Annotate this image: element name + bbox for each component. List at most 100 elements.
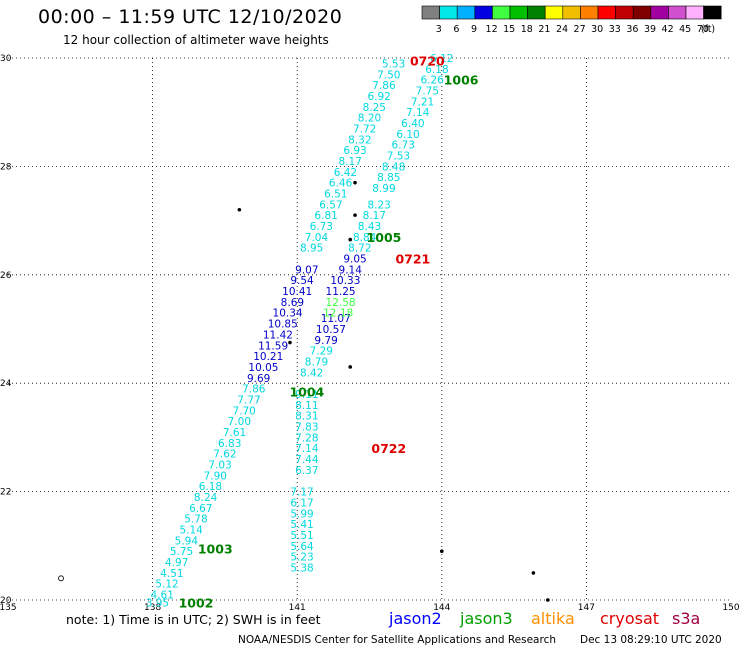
wave-height-label: 8.31 bbox=[295, 411, 318, 423]
wave-height-label: 9.07 bbox=[295, 264, 318, 276]
wave-height-label: 7.29 bbox=[310, 346, 333, 358]
wave-height-label: 8.99 bbox=[372, 183, 395, 195]
legend-swatch bbox=[421, 5, 440, 20]
wave-height-label: 8.42 bbox=[300, 367, 323, 379]
mission-label: jason3 bbox=[460, 609, 513, 628]
wave-height-label: 12.58 bbox=[326, 297, 356, 309]
legend-bin-label: 15 bbox=[503, 24, 515, 35]
wave-height-label: 7.75 bbox=[416, 86, 439, 98]
wave-height-label: 5.38 bbox=[290, 562, 313, 574]
island-markers bbox=[58, 180, 550, 602]
wave-height-label: 9.69 bbox=[247, 373, 270, 385]
y-tick-label: 26 bbox=[0, 271, 12, 281]
legend-swatch bbox=[597, 5, 616, 20]
wave-height-label: 8.23 bbox=[367, 199, 390, 211]
wave-height-label: 6.26 bbox=[420, 75, 444, 87]
wave-height-label: 6.81 bbox=[314, 210, 337, 222]
wave-height-label: 8.84 bbox=[353, 232, 377, 244]
island-dot bbox=[237, 207, 242, 212]
wave-height-label: 6.10 bbox=[396, 129, 419, 141]
legend-bin-label: 42 bbox=[662, 24, 674, 35]
y-tick-label: 20 bbox=[0, 596, 12, 606]
legend-swatch bbox=[650, 5, 669, 20]
time-marker: 0720 bbox=[410, 54, 445, 69]
chart-subtitle: 12 hour collection of altimeter wave hei… bbox=[63, 33, 329, 47]
wave-height-label: 5.14 bbox=[179, 525, 203, 537]
legend-swatch bbox=[544, 5, 564, 20]
wave-height-label: 8.69 bbox=[281, 297, 304, 309]
legend-swatch bbox=[509, 5, 528, 20]
wave-height-label: 10.05 bbox=[248, 362, 278, 374]
x-tick-label: 144 bbox=[433, 603, 450, 613]
wave-height-label: 6.73 bbox=[392, 140, 415, 152]
wave-height-label: 8.79 bbox=[305, 357, 328, 369]
legend-swatch bbox=[703, 5, 722, 20]
wave-height-label: 10.34 bbox=[273, 308, 303, 320]
island-dot bbox=[439, 549, 444, 554]
legend-swatch bbox=[456, 5, 476, 20]
legend-swatch bbox=[474, 5, 493, 20]
y-tick-label: 28 bbox=[0, 162, 12, 172]
x-tick-label: 138 bbox=[144, 603, 161, 613]
y-tick-label: 24 bbox=[0, 379, 12, 389]
legend-swatch bbox=[439, 5, 458, 20]
wave-height-label: 9.54 bbox=[290, 275, 314, 287]
wave-height-label: 6.93 bbox=[343, 145, 366, 157]
wave-height-label: 11.59 bbox=[258, 340, 288, 352]
legend-swatch bbox=[527, 5, 546, 20]
wave-height-label: 6.37 bbox=[295, 465, 318, 477]
wave-height-label: 5.41 bbox=[290, 519, 313, 531]
wave-height-label: 4.51 bbox=[160, 568, 183, 580]
wave-height-label: 10.41 bbox=[282, 286, 312, 298]
wave-height-label: 8.43 bbox=[358, 221, 381, 233]
chart-grid bbox=[8, 57, 731, 601]
wave-height-label: 8.17 bbox=[363, 210, 386, 222]
wave-height-label: 10.21 bbox=[253, 351, 283, 363]
wave-height-label: 7.77 bbox=[237, 394, 260, 406]
wave-height-label: 9.79 bbox=[314, 335, 337, 347]
y-tick-label: 22 bbox=[0, 488, 11, 498]
island-dot bbox=[288, 340, 292, 345]
wave-height-label: 8.11 bbox=[295, 400, 318, 412]
wave-height-label: 7.72 bbox=[353, 123, 376, 135]
wave-height-label: 6.83 bbox=[218, 438, 241, 450]
wave-height-label: 8.17 bbox=[339, 156, 362, 168]
wave-height-label: 6.51 bbox=[324, 189, 347, 201]
pressure-marker: 1002 bbox=[179, 596, 214, 611]
legend-bin-label: 27 bbox=[574, 24, 586, 35]
mission-label: altika bbox=[531, 609, 575, 628]
legend-bin-label: 3 bbox=[436, 24, 442, 35]
wave-height-label: 10.57 bbox=[316, 324, 346, 336]
wave-height-label: 9.14 bbox=[339, 264, 363, 276]
wave-height-label: 7.86 bbox=[372, 80, 396, 92]
legend-bin-label: 30 bbox=[591, 24, 603, 35]
wave-height-label: 8.20 bbox=[358, 113, 381, 125]
legend-swatch bbox=[685, 5, 704, 20]
wave-height-label: 4.97 bbox=[165, 557, 188, 569]
wave-height-label: 7.03 bbox=[208, 460, 231, 472]
legend-swatch bbox=[668, 5, 687, 20]
wave-height-label: 6.73 bbox=[310, 221, 333, 233]
wave-height-label: 10.85 bbox=[268, 319, 298, 331]
wave-height-label: 8.48 bbox=[382, 161, 405, 173]
legend-bin-label: 21 bbox=[538, 24, 550, 35]
time-marker: 0721 bbox=[395, 252, 430, 267]
island-dot bbox=[353, 213, 357, 217]
pressure-marker: 1005 bbox=[367, 230, 402, 245]
wave-height-label: 6.92 bbox=[367, 91, 390, 103]
time-marker: 0722 bbox=[371, 441, 406, 456]
wave-height-label: 5.99 bbox=[290, 508, 313, 520]
wave-height-label: 9.11 bbox=[295, 389, 318, 401]
wave-height-label: 7.17 bbox=[290, 487, 313, 499]
x-tick-label: 141 bbox=[289, 603, 306, 613]
wave-height-label: 7.04 bbox=[305, 232, 329, 244]
wave-height-label: 7.53 bbox=[387, 151, 410, 163]
wave-height-label: 5.51 bbox=[290, 530, 313, 542]
wave-height-label: 7.90 bbox=[204, 470, 227, 482]
wave-height-label: 6.17 bbox=[290, 497, 313, 509]
wave-height-label: 7.86 bbox=[242, 384, 266, 396]
legend-unit: (ft) bbox=[701, 24, 715, 35]
wave-height-label: 7.44 bbox=[295, 454, 319, 466]
legend-bin-label: 70 bbox=[697, 24, 709, 35]
chart-axes: 135 138 141 144 147 150 20 22 24 26 28 30 bbox=[0, 54, 740, 613]
